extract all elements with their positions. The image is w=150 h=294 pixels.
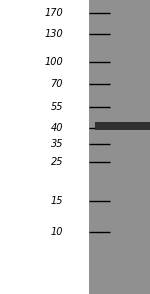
Text: 10: 10 (51, 227, 63, 237)
Text: 70: 70 (51, 79, 63, 89)
Bar (0, 0, 89, 294)
Text: 170: 170 (44, 8, 63, 18)
Text: 15: 15 (51, 196, 63, 206)
Text: 40: 40 (51, 123, 63, 133)
Text: 25: 25 (51, 157, 63, 167)
Text: 130: 130 (44, 29, 63, 39)
Bar (89, 0, 150, 294)
Text: 100: 100 (44, 57, 63, 67)
Bar (94, 122, 150, 130)
Text: 35: 35 (51, 139, 63, 149)
Text: 55: 55 (51, 102, 63, 112)
